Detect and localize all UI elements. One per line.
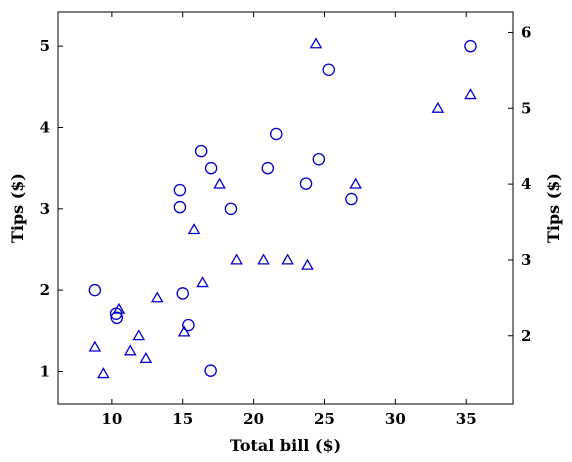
triangle-marker xyxy=(196,276,209,288)
y-left-axis-label: Tips ($) xyxy=(8,173,27,243)
circle-marker xyxy=(464,39,477,53)
circle-marker xyxy=(312,152,326,166)
circle-marker xyxy=(322,63,335,76)
triangle-marker xyxy=(139,351,153,364)
y-left-axis-ticks: 1 2 3 4 5 xyxy=(40,37,63,380)
circle-marker xyxy=(204,161,218,175)
data-points xyxy=(88,37,477,379)
triangle-marker xyxy=(349,177,362,189)
circle-marker xyxy=(270,127,283,141)
x-axis-label: Total bill ($) xyxy=(230,436,341,455)
y-left-tick-label: 4 xyxy=(40,118,50,136)
x-tick-label: 10 xyxy=(101,410,122,428)
y-left-tick-label: 5 xyxy=(40,37,50,55)
triangle-marker xyxy=(464,88,477,100)
circle-marker xyxy=(173,183,187,197)
triangle-marker xyxy=(97,367,110,379)
triangle-marker xyxy=(150,291,164,303)
x-tick-label: 30 xyxy=(385,410,406,428)
triangle-marker xyxy=(88,340,102,352)
x-tick-label: 25 xyxy=(314,410,335,428)
x-tick-label: 35 xyxy=(456,410,477,428)
y-right-axis-label: Tips ($) xyxy=(544,173,563,243)
circle-marker xyxy=(194,144,208,158)
triangle-marker xyxy=(123,344,137,356)
triangle-marker xyxy=(230,253,243,265)
triangle-marker xyxy=(112,302,126,314)
y-left-tick-label: 3 xyxy=(40,200,50,218)
circle-marker xyxy=(204,364,217,377)
triangle-marker xyxy=(177,325,191,337)
y-right-tick-label: 4 xyxy=(521,175,531,193)
y-left-tick-label: 2 xyxy=(40,281,50,299)
y-right-tick-label: 6 xyxy=(521,23,531,41)
triangle-marker xyxy=(309,37,323,49)
y-right-tick-label: 3 xyxy=(521,251,531,269)
triangle-marker xyxy=(132,329,146,341)
y-right-axis-ticks: 2 3 4 5 6 xyxy=(508,23,531,345)
circle-marker xyxy=(224,202,238,216)
circle-marker xyxy=(299,177,313,190)
circle-marker xyxy=(345,192,358,206)
circle-marker xyxy=(110,311,124,325)
y-left-tick-label: 1 xyxy=(40,362,50,380)
triangle-marker xyxy=(281,253,294,265)
triangle-marker xyxy=(213,177,226,189)
circle-marker xyxy=(88,283,102,297)
x-axis-ticks: 10 15 20 25 30 35 xyxy=(101,12,477,428)
triangle-marker xyxy=(187,223,201,235)
triangle-marker xyxy=(301,258,314,270)
x-tick-label: 15 xyxy=(172,410,193,428)
y-right-tick-label: 5 xyxy=(521,99,531,117)
plot-frame xyxy=(57,11,514,405)
x-tick-label: 20 xyxy=(243,410,264,428)
circle-marker xyxy=(176,287,189,300)
triangle-marker xyxy=(431,101,445,113)
circle-marker xyxy=(182,318,195,332)
triangle-marker xyxy=(257,253,270,265)
circle-marker xyxy=(261,161,275,175)
circle-marker xyxy=(173,200,187,214)
y-right-tick-label: 2 xyxy=(521,327,531,345)
